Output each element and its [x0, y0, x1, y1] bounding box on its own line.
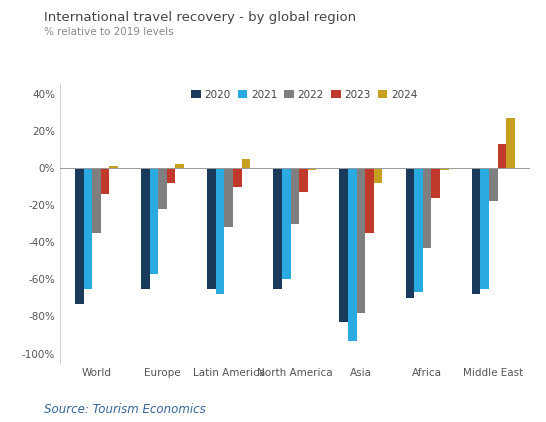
- Bar: [150, 168, 158, 274]
- Bar: [175, 164, 184, 168]
- Bar: [357, 168, 365, 313]
- Bar: [423, 168, 431, 248]
- Bar: [75, 168, 84, 303]
- Text: Source: Tourism Economics: Source: Tourism Economics: [44, 403, 205, 416]
- Bar: [480, 168, 489, 289]
- Bar: [282, 168, 290, 279]
- Bar: [92, 168, 100, 233]
- Text: % relative to 2019 levels: % relative to 2019 levels: [44, 27, 173, 38]
- Bar: [290, 168, 299, 224]
- Bar: [472, 168, 480, 294]
- Bar: [233, 168, 241, 187]
- Bar: [497, 144, 506, 168]
- Bar: [241, 159, 250, 168]
- Bar: [348, 168, 357, 341]
- Text: International travel recovery - by global region: International travel recovery - by globa…: [44, 11, 356, 24]
- Bar: [84, 168, 92, 289]
- Bar: [489, 168, 497, 201]
- Bar: [414, 168, 423, 292]
- Bar: [440, 168, 449, 170]
- Bar: [224, 168, 233, 227]
- Bar: [374, 168, 382, 183]
- Legend: 2020, 2021, 2022, 2023, 2024: 2020, 2021, 2022, 2023, 2024: [191, 89, 417, 100]
- Bar: [365, 168, 374, 233]
- Bar: [167, 168, 175, 183]
- Bar: [207, 168, 216, 289]
- Bar: [506, 118, 515, 168]
- Bar: [158, 168, 167, 209]
- Bar: [100, 168, 109, 194]
- Bar: [109, 166, 118, 168]
- Bar: [299, 168, 308, 192]
- Bar: [431, 168, 440, 197]
- Bar: [274, 168, 282, 289]
- Bar: [216, 168, 224, 294]
- Bar: [340, 168, 348, 322]
- Bar: [308, 168, 316, 170]
- Bar: [406, 168, 414, 298]
- Bar: [141, 168, 150, 289]
